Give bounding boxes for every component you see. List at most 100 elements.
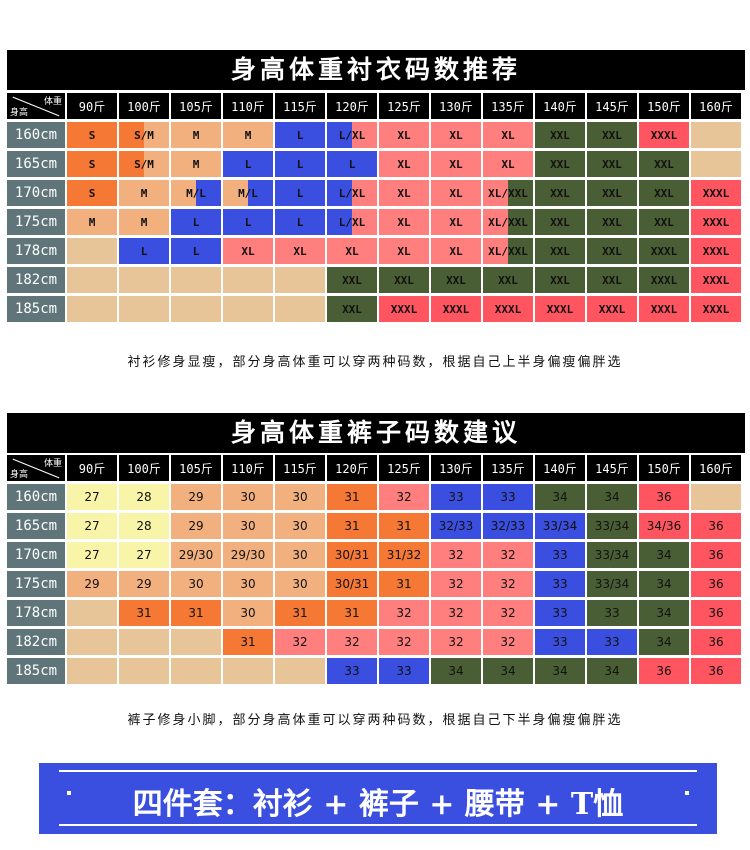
size-cell: XL — [431, 238, 481, 264]
bundle-banner: 四件套：衬衫 + 裤子 + 腰带 + T恤 — [39, 763, 717, 834]
size-cell: XXL — [327, 296, 377, 322]
size-cell: 30 — [223, 513, 273, 539]
size-cell: 31 — [223, 629, 273, 655]
weight-header: 105斤 — [171, 93, 221, 119]
size-cell: XXL — [535, 267, 585, 293]
size-cell: L — [275, 209, 325, 235]
size-cell: 31 — [119, 600, 169, 626]
size-cell: XXXL — [639, 122, 689, 148]
size-cell: 33 — [431, 484, 481, 510]
size-cell: 30 — [275, 513, 325, 539]
size-cell: 27 — [67, 542, 117, 568]
size-cell — [275, 296, 325, 322]
size-cell: L — [275, 151, 325, 177]
size-cell: M/L — [171, 180, 221, 206]
size-cell: XXL — [587, 267, 637, 293]
size-cell — [223, 658, 273, 684]
size-cell: M — [223, 122, 273, 148]
size-cell: S — [67, 151, 117, 177]
table-row: 185cm 33 33 34 34 34 34 36 36 — [7, 658, 741, 684]
size-cell: 27 — [67, 513, 117, 539]
size-cell: 33 — [535, 542, 585, 568]
size-cell: XXL — [587, 238, 637, 264]
size-cell: 31 — [275, 600, 325, 626]
size-cell: 32 — [379, 484, 429, 510]
height-header: 178cm — [7, 238, 65, 264]
size-cell: L/XL — [327, 180, 377, 206]
size-cell: XXXL — [587, 296, 637, 322]
size-cell: 32 — [483, 600, 533, 626]
size-cell: L — [275, 180, 325, 206]
size-cell: XXXL — [483, 296, 533, 322]
height-header: 178cm — [7, 600, 65, 626]
weight-header: 150斤 — [639, 93, 689, 119]
size-cell: 33 — [535, 600, 585, 626]
size-cell: S — [67, 122, 117, 148]
size-cell: 32 — [431, 629, 481, 655]
size-cell: XL — [379, 209, 429, 235]
size-cell — [171, 658, 221, 684]
size-cell: XXXL — [639, 267, 689, 293]
size-cell: XXL — [535, 238, 585, 264]
size-cell: XXL — [587, 180, 637, 206]
table-row: 160cm S S/M M M L L/XL XL XL XL XXL XXL XXXL — [7, 122, 741, 148]
size-cell: 32 — [483, 629, 533, 655]
size-cell: 31 — [171, 600, 221, 626]
table-row: 175cm M M L L L L/XL XL XL XL/XXL XXL XXL XXL XXXL — [7, 209, 741, 235]
size-cell — [171, 296, 221, 322]
size-cell: 32 — [379, 629, 429, 655]
weight-header: 110斤 — [223, 455, 273, 481]
size-cell: 33/34 — [587, 513, 637, 539]
size-cell: 34 — [431, 658, 481, 684]
shirt-chart-title: 身高体重衬衣码数推荐 — [7, 50, 745, 90]
size-cell: 34 — [535, 484, 585, 510]
size-cell: 30 — [275, 542, 325, 568]
shirt-note: 衬衫修身显瘦，部分身高体重可以穿两种码数，根据自己上半身偏瘦偏胖选 — [127, 355, 623, 370]
size-cell: M/L — [223, 180, 273, 206]
size-cell: XL — [483, 122, 533, 148]
table-row: 178cm L L XL XL XL XL XL XL/XXL XXL XXL XXXL XXXL — [7, 238, 741, 264]
size-cell: 32/33 — [431, 513, 481, 539]
size-cell: 32 — [379, 600, 429, 626]
size-cell: L — [171, 209, 221, 235]
weight-label: 体重 — [43, 97, 62, 107]
size-cell: 32 — [483, 571, 533, 597]
size-cell: 33 — [587, 600, 637, 626]
size-cell: 32 — [431, 542, 481, 568]
size-cell: XXL — [639, 180, 689, 206]
table-row: 165cm S S/M M L L L XL XL XL XXL XXL XXL — [7, 151, 741, 177]
header-row: 体重 身高 90斤 100斤 105斤 110斤 115斤 120斤 125斤 130斤 135斤 1… — [7, 93, 741, 119]
size-cell: XL — [379, 180, 429, 206]
size-cell: L — [275, 122, 325, 148]
size-cell — [223, 296, 273, 322]
size-cell: 33/34 — [587, 571, 637, 597]
size-cell: 34 — [587, 484, 637, 510]
size-cell — [691, 122, 741, 148]
size-cell — [171, 629, 221, 655]
weight-header: 90斤 — [67, 93, 117, 119]
weight-header: 100斤 — [119, 455, 169, 481]
size-cell: 30 — [223, 484, 273, 510]
size-cell: XL — [431, 180, 481, 206]
weight-header: 135斤 — [483, 455, 533, 481]
size-cell: 34 — [639, 542, 689, 568]
size-cell: L — [119, 238, 169, 264]
size-cell — [119, 629, 169, 655]
weight-header: 120斤 — [327, 93, 377, 119]
size-cell: 32 — [483, 542, 533, 568]
size-cell: XL — [275, 238, 325, 264]
size-cell: XL — [431, 209, 481, 235]
size-cell: M — [171, 122, 221, 148]
height-header: 182cm — [7, 629, 65, 655]
size-cell — [67, 658, 117, 684]
size-cell: XL/XXL — [483, 238, 533, 264]
size-cell: 33 — [379, 658, 429, 684]
height-header: 175cm — [7, 571, 65, 597]
table-row: 182cm 31 32 32 32 32 32 33 33 34 36 — [7, 629, 741, 655]
size-cell: XXXL — [691, 267, 741, 293]
size-cell — [119, 658, 169, 684]
size-cell: 30 — [223, 600, 273, 626]
weight-header: 110斤 — [223, 93, 273, 119]
size-cell: 28 — [119, 513, 169, 539]
size-cell: XL/XXL — [483, 209, 533, 235]
